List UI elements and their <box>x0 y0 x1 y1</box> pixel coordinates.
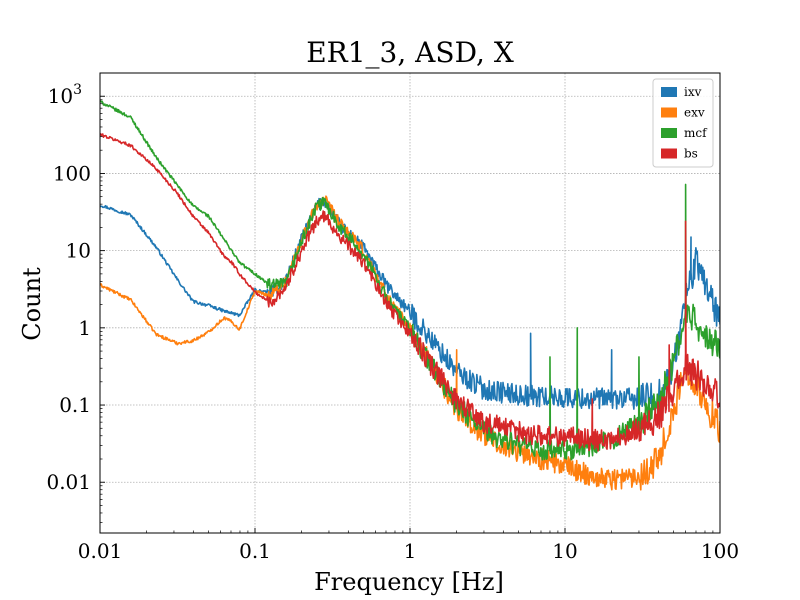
legend-swatch-ixv <box>661 87 677 97</box>
y-tick-label: 0.01 <box>46 470 91 494</box>
x-tick-label: 100 <box>701 539 739 563</box>
x-tick-label: 10 <box>552 539 577 563</box>
y-tick-label: 100 <box>53 161 91 185</box>
y-tick-exponent: 3 <box>73 82 82 98</box>
y-axis-label: Count <box>18 267 46 341</box>
y-tick-label: 0.1 <box>59 393 91 417</box>
y-tick-label: 1 <box>78 316 91 340</box>
series-line-mcf <box>100 100 720 461</box>
x-tick-label: 0.1 <box>239 539 271 563</box>
grid <box>99 73 721 533</box>
chart-title: ER1_3, ASD, X <box>306 36 514 69</box>
y-tick-label: 103 <box>48 82 82 108</box>
series-lines <box>100 100 720 491</box>
legend: ixv exv mcf bs <box>652 78 714 168</box>
legend-label-mcf: mcf <box>684 126 708 140</box>
x-tick-label: 0.01 <box>78 539 123 563</box>
legend-swatch-bs <box>661 148 677 159</box>
series-line-ixv <box>100 197 720 411</box>
legend-label-bs: bs <box>684 147 698 161</box>
x-axis-label: Frequency [Hz] <box>314 568 504 596</box>
legend-label-exv: exv <box>684 106 705 120</box>
legend-label-ixv: ixv <box>684 85 702 99</box>
series-line-bs <box>100 133 720 452</box>
x-tick-label: 1 <box>404 539 417 563</box>
legend-box <box>652 78 714 168</box>
legend-swatch-exv <box>661 107 677 118</box>
legend-swatch-mcf <box>661 128 677 138</box>
y-tick-label: 10 <box>66 239 91 263</box>
